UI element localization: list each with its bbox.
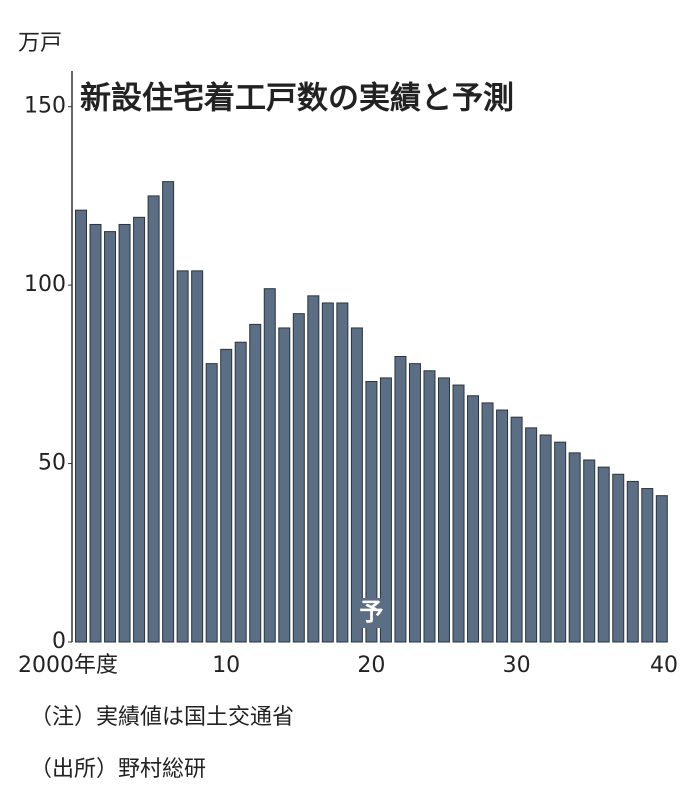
bar [263,288,276,643]
bar [452,384,465,643]
bar [612,473,625,643]
y-tick-label: 100 [24,272,66,297]
bar [234,341,247,643]
bar [597,466,610,643]
bar [394,356,407,643]
y-tick-label: 150 [24,94,66,119]
note: （注）実績値は国土交通省 [30,705,294,730]
x-tick-label: 30 [503,653,531,678]
annotation-bg [358,598,385,628]
bar [408,363,421,643]
bar [496,409,509,643]
y-tick-label: 50 [38,451,66,476]
note: （出所）野村総研 [30,757,206,782]
chart-title: 新設住宅着工戸数の実績と予測 [80,81,514,117]
bar [162,181,175,643]
bar [249,323,262,643]
bar [292,313,305,643]
bar [539,434,552,643]
bar [583,459,596,643]
bar [379,377,392,643]
x-tick-label: 2000年度 [18,653,118,678]
bar [467,395,480,643]
bar [438,377,450,643]
bar [321,302,334,643]
bar [104,231,117,643]
bar [365,380,378,643]
bar [147,195,160,643]
bar [655,495,668,643]
bar [336,302,349,643]
bar [510,416,523,643]
bar [278,327,291,643]
bar [350,327,363,643]
bar [307,295,320,643]
bar [89,223,102,643]
bar [626,480,639,643]
annotation: 予 [359,598,383,626]
bar [525,427,538,643]
bar [176,270,189,643]
y-tick-label: 0 [52,629,66,654]
bar [133,216,146,643]
x-tick-label: 10 [212,653,240,678]
bar [75,209,87,643]
bar [118,223,131,643]
y-unit: 万戸 [18,31,62,56]
bar [205,363,218,643]
x-tick-label: 40 [650,653,678,678]
bar [641,488,654,643]
bar [568,452,581,643]
bar [423,370,436,643]
bar [220,348,233,643]
bar [554,441,567,643]
bar [481,402,494,643]
bar [191,270,204,643]
x-tick-label: 20 [357,653,385,678]
